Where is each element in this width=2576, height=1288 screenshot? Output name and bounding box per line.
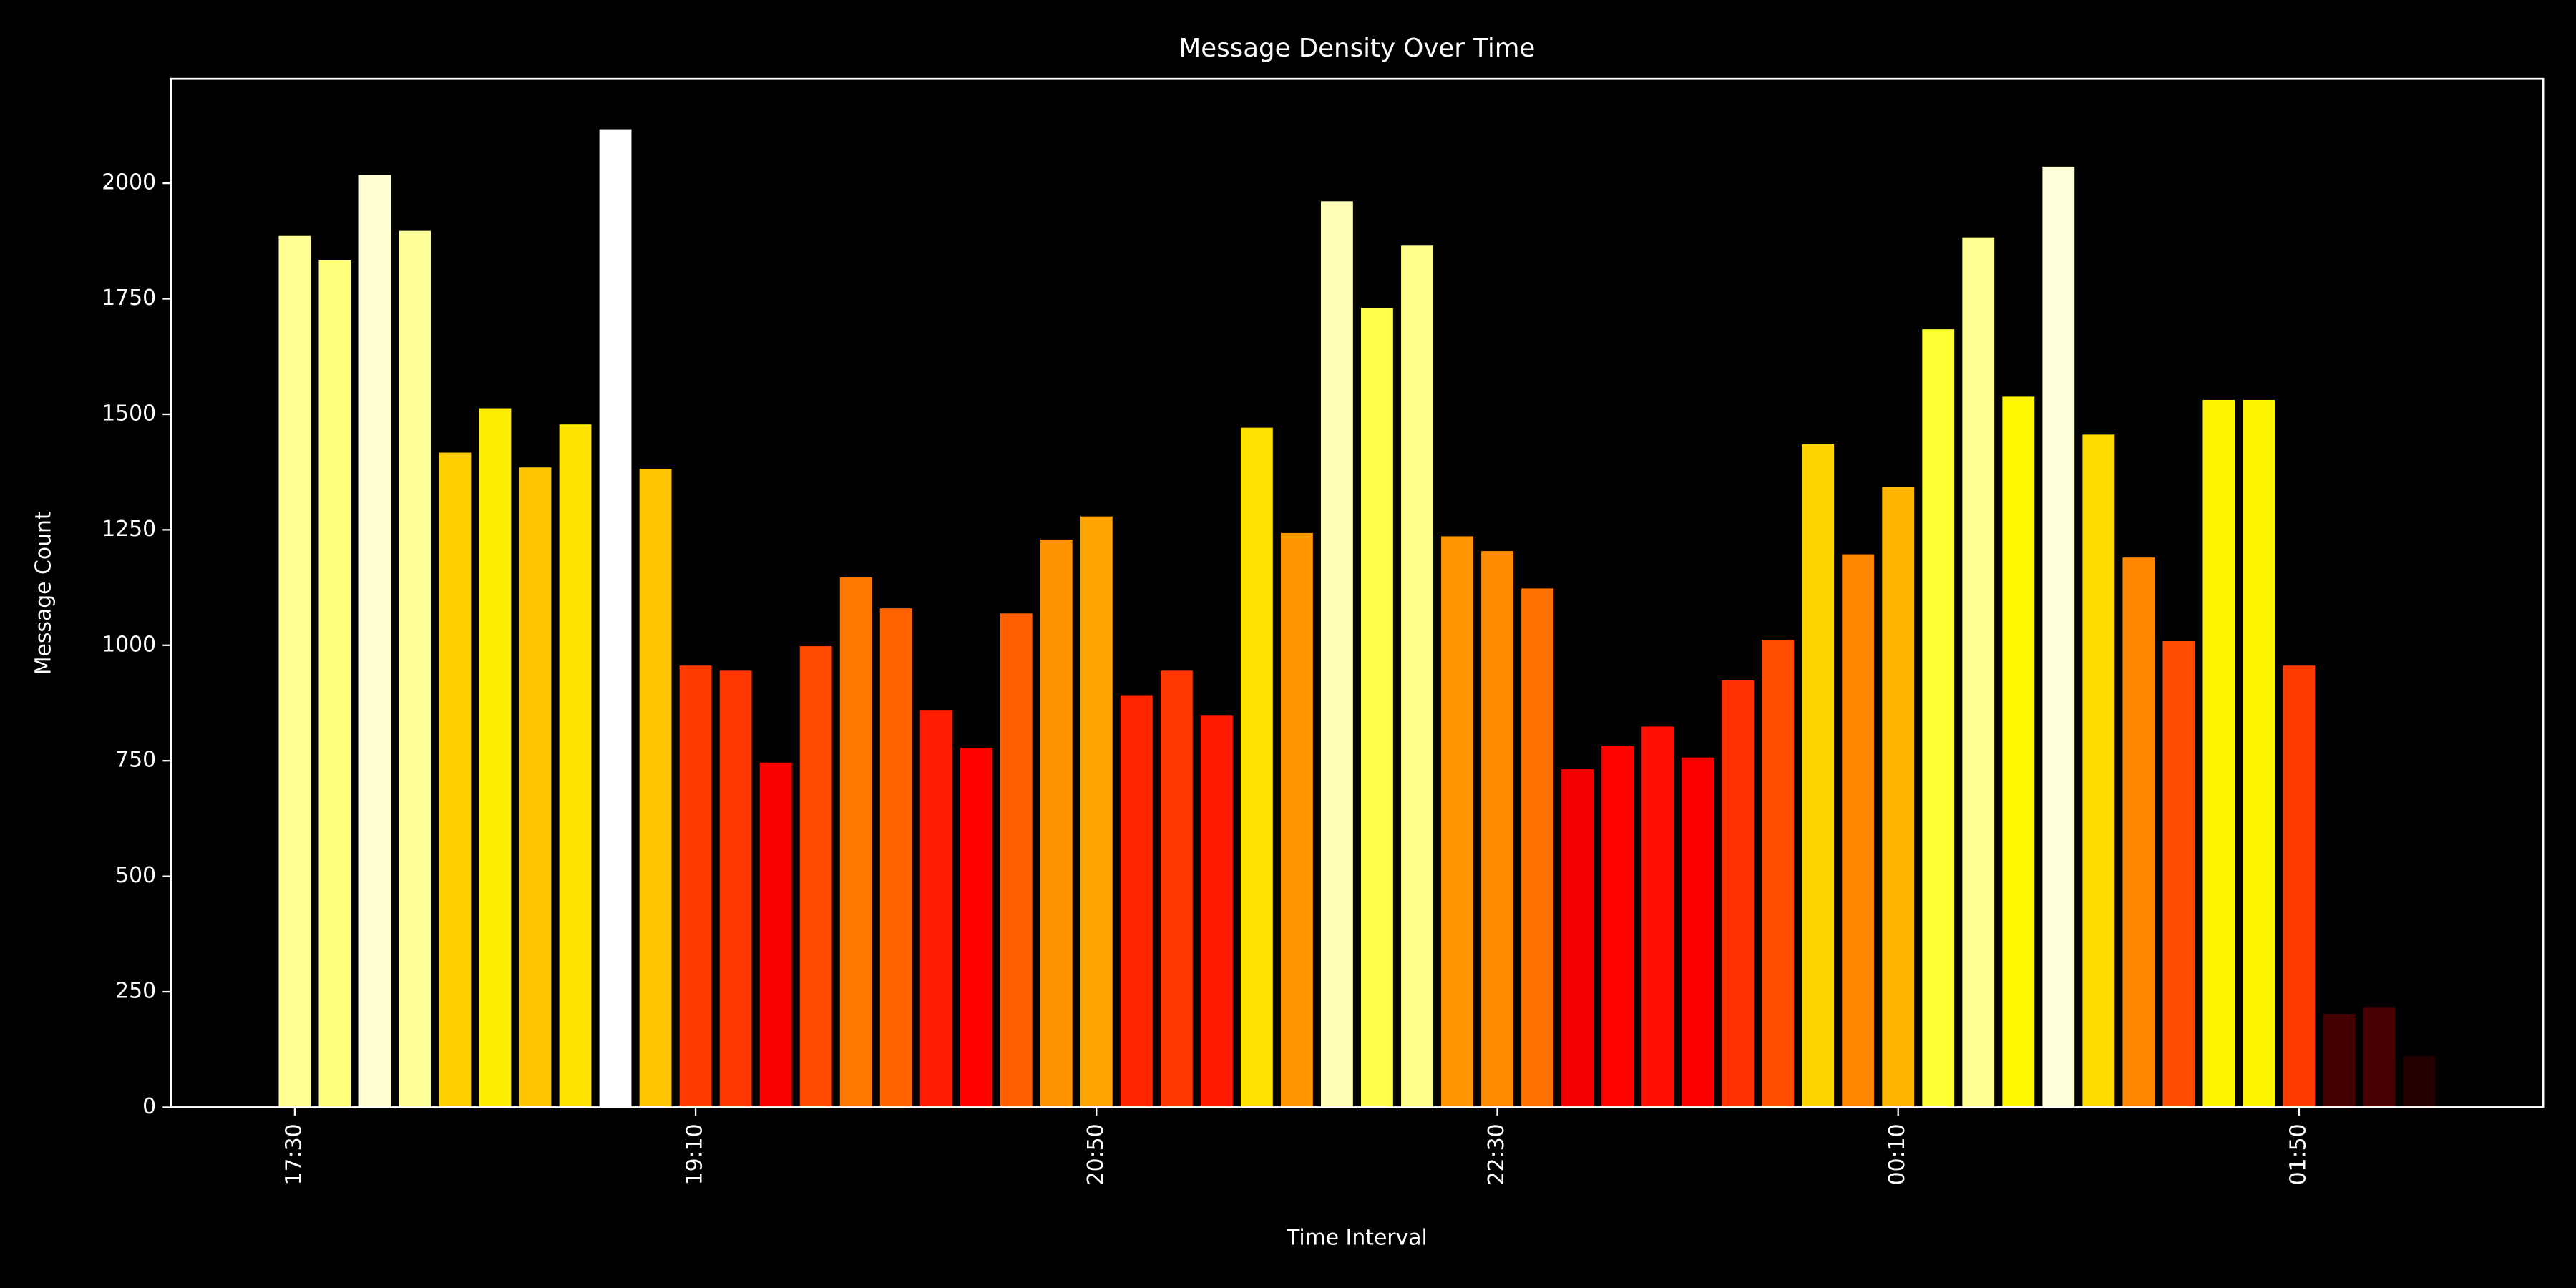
bar [679,665,712,1108]
bar [1682,757,1714,1108]
bar [1040,539,1073,1108]
bar [1561,769,1594,1108]
bar [2283,665,2316,1108]
bar [2363,1007,2396,1108]
bar [1481,551,1513,1108]
bar [1160,670,1193,1108]
bar [1441,536,1473,1108]
bar [1922,329,1955,1108]
bar [1280,532,1313,1108]
bar [1120,695,1153,1108]
bar [1962,237,1995,1108]
bar [839,577,872,1108]
bar [2403,1056,2436,1108]
bar [599,129,632,1108]
bar [479,408,512,1108]
bar [1762,640,1795,1108]
bar [2162,640,2195,1108]
bar [439,452,472,1108]
bar [1521,588,1553,1108]
bar [1601,746,1634,1108]
x-tick-label: 20:50 [1083,1123,1108,1185]
bar [799,646,832,1108]
bar [2243,399,2275,1108]
bar [1000,613,1033,1108]
y-axis-label: Message Count [31,511,56,675]
bar [960,748,992,1108]
bar [2042,166,2075,1108]
bar [358,175,391,1108]
bar [2202,399,2235,1108]
bar [2122,557,2155,1108]
bar [2082,434,2115,1108]
bar [1240,427,1273,1108]
y-tick-label: 0 [142,1094,156,1119]
bar [559,424,592,1108]
bar [1882,487,1915,1108]
y-tick-label: 250 [115,979,156,1004]
y-tick-label: 1500 [102,401,156,426]
y-tick-label: 2000 [102,170,156,195]
x-tick-label: 19:10 [683,1123,708,1185]
bar [399,230,431,1108]
y-tick-label: 1750 [102,286,156,311]
bar [318,260,351,1108]
bar [639,469,672,1108]
bar [2323,1014,2356,1108]
bar [1722,680,1755,1108]
bar [1802,444,1835,1108]
bar [1080,516,1113,1108]
y-tick-label: 750 [115,748,156,773]
bar [1842,554,1875,1108]
bar [1321,201,1353,1108]
x-tick-label: 22:30 [1484,1123,1509,1185]
y-tick-label: 1000 [102,632,156,657]
x-tick-label: 17:30 [281,1123,306,1185]
chart-title: Message Density Over Time [1179,34,1536,63]
bar [1200,715,1233,1108]
x-tick-label: 00:10 [1885,1123,1910,1185]
x-axis-label: Time Interval [1286,1226,1428,1251]
y-tick-label: 1250 [102,517,156,542]
bar [278,235,311,1108]
bar [759,762,792,1108]
bar [1361,308,1393,1108]
bar [1641,726,1674,1108]
bar [919,710,952,1108]
bar [519,467,552,1108]
x-tick-label: 01:50 [2285,1123,2311,1185]
plot-frame [170,77,2545,1108]
bar [879,608,912,1108]
bar [1401,245,1433,1108]
bar [719,670,752,1108]
y-tick-label: 500 [115,863,156,888]
bar [2002,396,2035,1108]
